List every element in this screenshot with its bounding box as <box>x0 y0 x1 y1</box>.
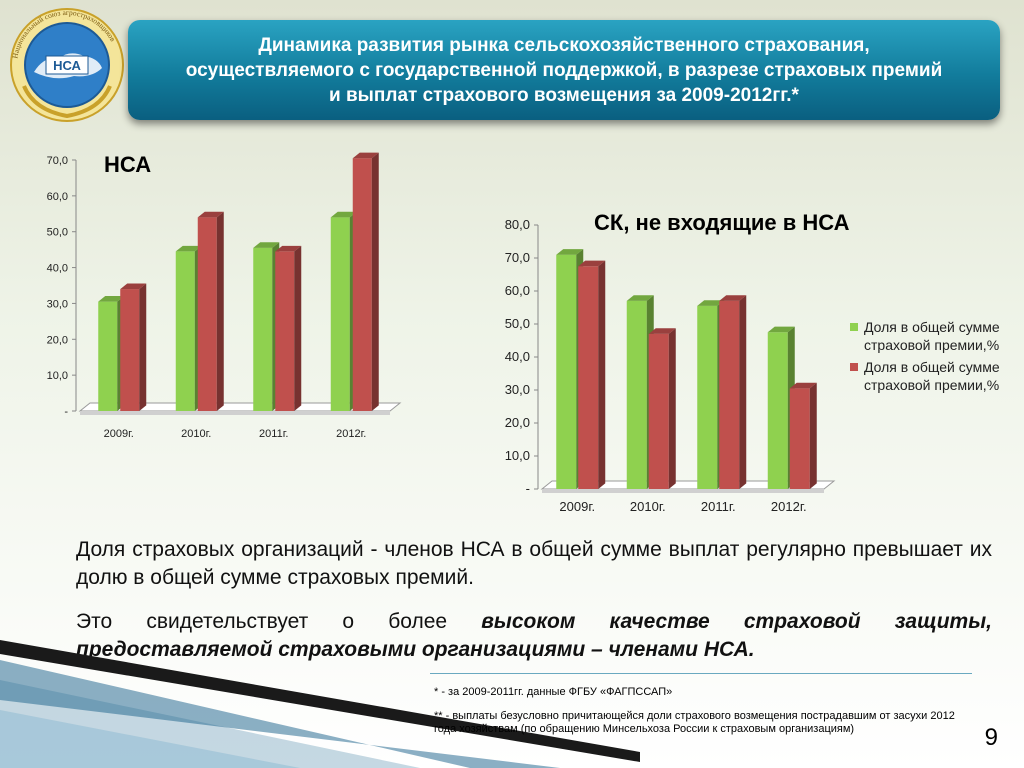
x-tick-label: 2009г. <box>559 499 595 514</box>
chart2-title: СК, не входящие в НСА <box>594 210 850 235</box>
y-tick-label: 40,0 <box>505 349 530 364</box>
legend-item-red: Доля в общей сумме страховой премии,% <box>850 358 1010 394</box>
x-tick-label: 2012г. <box>771 499 807 514</box>
y-tick-label: 40,0 <box>47 263 68 275</box>
legend-swatch-green <box>850 323 858 331</box>
decorative-stripes <box>0 640 640 768</box>
logo-text: НСА <box>53 58 81 73</box>
y-tick-label: 10,0 <box>47 370 68 382</box>
nsa-logo: НСА Национальный союз агростраховщиков <box>10 8 124 122</box>
bar-2010г.-series-2 <box>648 328 676 489</box>
y-tick-label: - <box>64 406 68 418</box>
chart2-legend: Доля в общей сумме страховой премии,% До… <box>850 318 1010 398</box>
page-number: 9 <box>984 724 998 751</box>
bar-2011г.-series-2 <box>275 245 302 411</box>
x-tick-label: 2010г. <box>181 428 211 440</box>
y-tick-label: 20,0 <box>505 415 530 430</box>
paragraph-2: Это свидетельствует о более высоком каче… <box>76 608 992 664</box>
y-tick-label: 20,0 <box>47 334 68 346</box>
bar-2012г.-series-2 <box>352 152 379 411</box>
y-tick-label: 30,0 <box>505 382 530 397</box>
legend-item-green: Доля в общей сумме страховой премии,% <box>850 318 1010 354</box>
bar-2011г.-series-2 <box>719 295 747 489</box>
chart-sk: - 10,0 20,0 30,0 40,0 50,0 60,0 70,0 80,0 2009г. 2… <box>505 217 836 514</box>
x-tick-label: 2012г. <box>336 428 366 440</box>
slide-title: Динамика развития рынка сельскохозяйстве… <box>185 34 943 106</box>
y-tick-label: 50,0 <box>505 316 530 331</box>
y-tick-label: 80,0 <box>505 217 530 232</box>
y-tick-label: 60,0 <box>47 191 68 203</box>
y-tick-label: 30,0 <box>47 298 68 310</box>
legend-swatch-red <box>850 363 858 371</box>
footnote-1: * - за 2009-2011гг. данные ФГБУ «ФАГПССА… <box>434 686 673 698</box>
chart-nsa: - 10,0 20,0 30,0 40,0 50,0 60,0 70,0 2009г. 2010г… <box>47 152 402 440</box>
y-tick-label: 70,0 <box>505 250 530 265</box>
paragraph-2-emphasis: высоком качестве страховой защиты, предо… <box>76 610 993 661</box>
y-tick-label: - <box>526 481 530 496</box>
footnote-divider <box>430 673 972 674</box>
legend-label-green: Доля в общей сумме страховой премии,% <box>864 319 1000 353</box>
x-tick-label: 2009г. <box>104 428 134 440</box>
paragraph-1: Доля страховых организаций - членов НСА … <box>76 538 992 589</box>
bar-2009г.-series-2 <box>578 260 606 489</box>
y-tick-label: 60,0 <box>505 283 530 298</box>
bar-2012г.-series-2 <box>789 382 817 489</box>
footnote-2: ** - выплаты безусловно причитающейся до… <box>434 710 955 735</box>
slide-title-box: Динамика развития рынка сельскохозяйстве… <box>128 20 1000 120</box>
chart1-title: НСА <box>104 152 152 177</box>
bar-2009г.-series-2 <box>120 283 147 411</box>
chart-floor-edge <box>80 411 390 415</box>
y-tick-label: 10,0 <box>505 448 530 463</box>
x-tick-label: 2011г. <box>259 428 288 440</box>
legend-label-red: Доля в общей сумме страховой премии,% <box>864 359 1000 393</box>
x-tick-label: 2011г. <box>701 499 736 514</box>
paragraph-2-lead: Это свидетельствует о более <box>76 610 482 633</box>
chart-floor-edge <box>542 489 824 493</box>
y-tick-label: 70,0 <box>47 155 68 167</box>
x-tick-label: 2010г. <box>630 499 666 514</box>
y-tick-label: 50,0 <box>47 227 68 239</box>
bar-2010г.-series-2 <box>197 211 224 411</box>
